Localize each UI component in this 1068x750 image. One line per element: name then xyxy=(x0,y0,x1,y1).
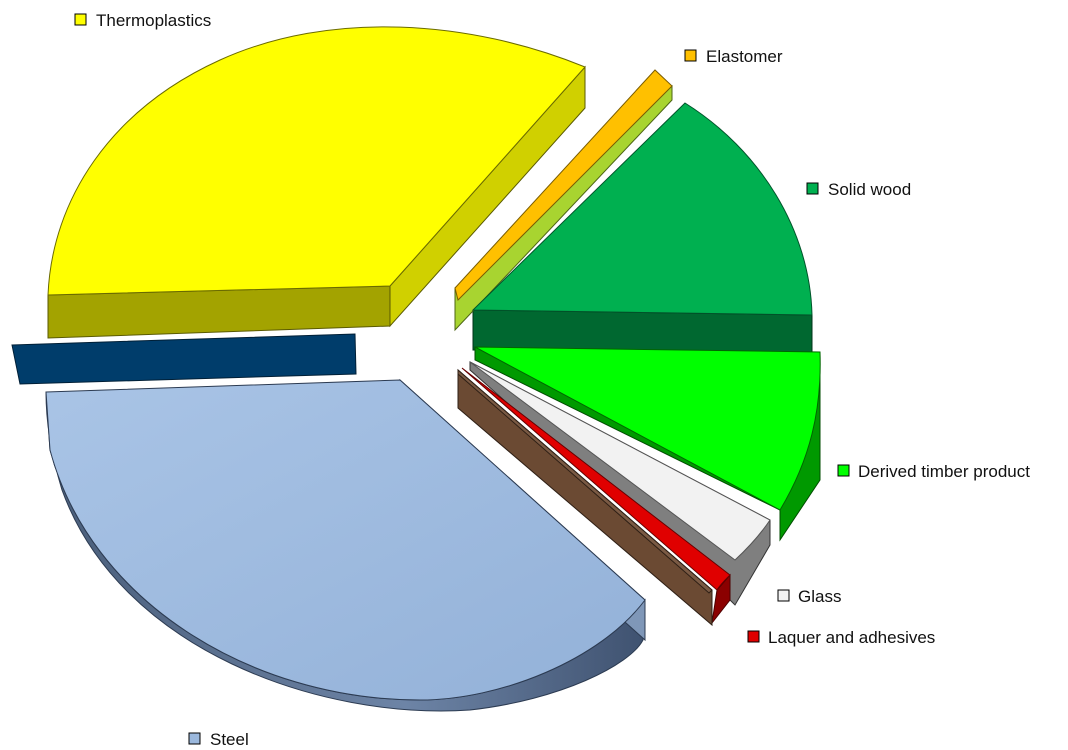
legend-label-glass: Glass xyxy=(777,587,841,606)
label-steel: Steel xyxy=(210,730,249,749)
slice-solidwood xyxy=(471,102,813,316)
legend-swatch-solidwood xyxy=(806,182,819,195)
legend-label-steel: Steel xyxy=(188,730,249,749)
label-solidwood: Solid wood xyxy=(828,180,911,199)
legend-swatch-thermoplastics xyxy=(74,13,87,26)
legend-swatch-derived xyxy=(837,464,850,477)
legend-swatch-laquer xyxy=(747,630,760,643)
label-laquer: Laquer and adhesives xyxy=(768,628,935,647)
slice-steel xyxy=(45,379,646,701)
slice-tops xyxy=(11,26,821,701)
legend-swatch-steel xyxy=(188,732,201,745)
label-elastomer: Elastomer xyxy=(706,47,783,66)
slice-brown xyxy=(457,368,713,594)
legend-label-elastomer: Elastomer xyxy=(684,47,783,66)
slice-glass xyxy=(469,361,771,561)
legend-label-thermoplastics: Thermoplastics xyxy=(74,11,211,30)
label-derived: Derived timber product xyxy=(858,462,1030,481)
legend-swatch-elastomer xyxy=(684,49,697,62)
legend-label-solidwood: Solid wood xyxy=(806,180,911,199)
legend-swatch-glass xyxy=(777,589,790,602)
slice-solidwood-side xyxy=(472,309,813,353)
label-glass: Glass xyxy=(798,587,841,606)
label-thermoplastics: Thermoplastics xyxy=(96,11,211,30)
slice-elastomer xyxy=(454,69,673,301)
legend-label-laquer: Laquer and adhesives xyxy=(747,628,935,647)
slice-laquer xyxy=(461,367,731,591)
slice-navy xyxy=(11,333,357,385)
slice-thermoplastics xyxy=(47,26,586,296)
legend-label-derived: Derived timber product xyxy=(837,462,1030,481)
slice-derived xyxy=(474,346,821,511)
